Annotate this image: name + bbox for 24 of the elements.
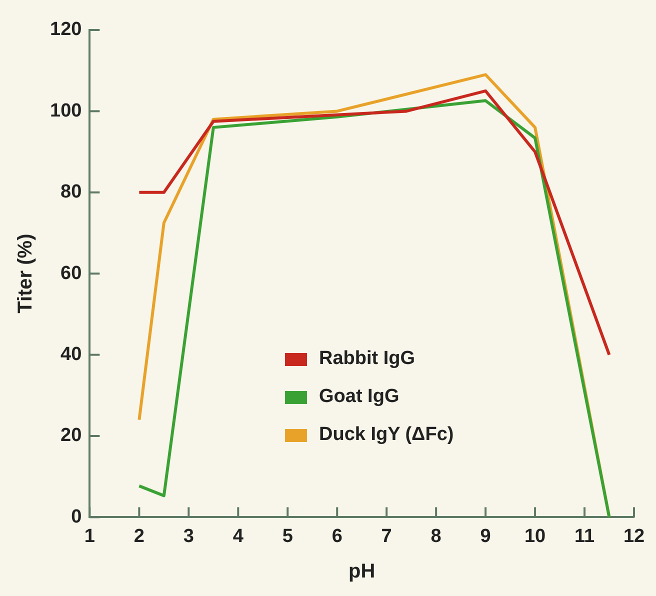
x-tick-label: 5 bbox=[282, 526, 294, 547]
legend-label: Duck IgY (ΔFc) bbox=[319, 424, 454, 446]
y-tick-label: 60 bbox=[60, 262, 82, 284]
y-tick-label: 20 bbox=[60, 425, 82, 446]
x-tick-label: 1 bbox=[84, 526, 96, 547]
y-tick-label: 100 bbox=[50, 100, 82, 122]
x-axis-title: pH bbox=[348, 560, 376, 583]
y-axis-title: Titer (%) bbox=[14, 234, 37, 314]
x-tick-label: 7 bbox=[381, 526, 392, 547]
x-tick-label: 9 bbox=[480, 526, 491, 547]
y-tick-label: 80 bbox=[60, 182, 82, 203]
x-tick-label: 3 bbox=[183, 526, 194, 547]
x-tick-label: 2 bbox=[134, 526, 144, 547]
x-tick-label: 4 bbox=[232, 526, 244, 547]
y-tick-label: 40 bbox=[60, 344, 82, 366]
x-tick-label: 10 bbox=[524, 526, 546, 547]
legend-label: Goat IgG bbox=[319, 386, 400, 408]
x-tick-label: 11 bbox=[574, 526, 595, 547]
x-tick-label: 12 bbox=[623, 526, 645, 547]
x-tick-label: 6 bbox=[332, 526, 342, 547]
legend-label: Rabbit IgG bbox=[319, 348, 416, 370]
y-tick-label: 120 bbox=[50, 19, 82, 40]
x-tick-label: 8 bbox=[430, 526, 442, 547]
y-tick-label: 0 bbox=[71, 506, 82, 528]
